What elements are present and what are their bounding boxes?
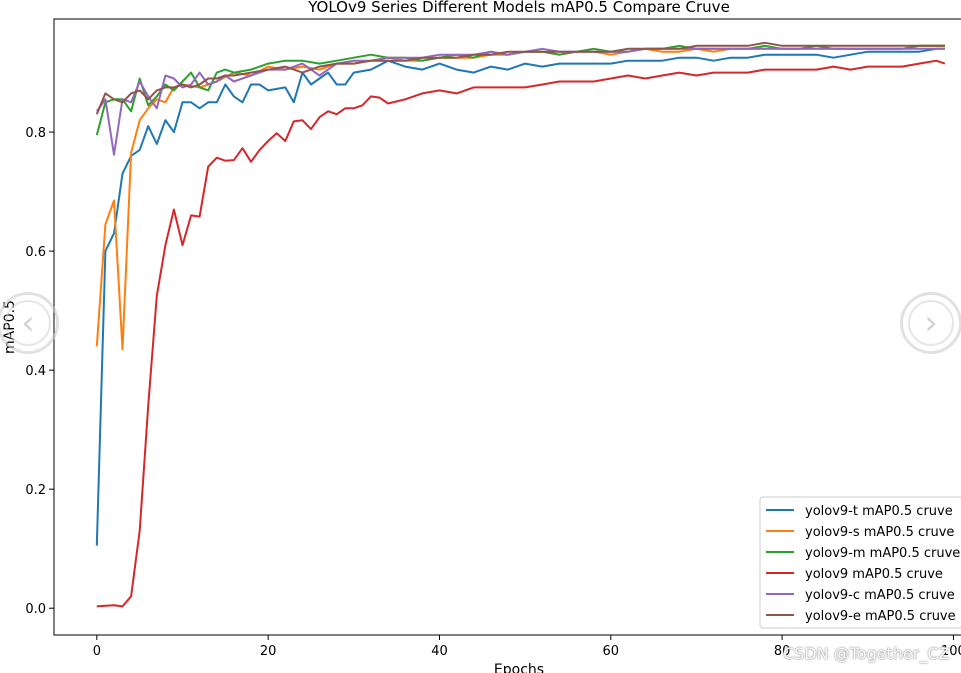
x-axis-label: Epochs xyxy=(494,662,544,673)
series-line-2 xyxy=(95,44,945,136)
legend-label: yolov9-e mAP0.5 cruve xyxy=(805,609,956,624)
legend-label: yolov9-m mAP0.5 cruve xyxy=(805,546,960,561)
y-tick-label: 0.0 xyxy=(25,602,46,617)
x-tick-label: 100 xyxy=(941,644,961,659)
axes: 0 20 40 60 80 100 0.0 0.2 0.4 0.6 0.8 xyxy=(25,126,961,659)
y-tick-label: 0.8 xyxy=(25,126,46,141)
chart-title: YOLOv9 Series Different Models mAP0.5 Co… xyxy=(307,0,730,16)
chevron-left-icon: ‹ xyxy=(21,303,35,343)
series-line-0 xyxy=(95,47,945,546)
x-tick-label: 80 xyxy=(774,644,791,659)
x-tick-label: 60 xyxy=(603,644,620,659)
prev-image-button[interactable]: ‹ xyxy=(0,292,59,354)
legend-box xyxy=(759,496,961,629)
series-line-1 xyxy=(95,44,945,351)
x-tick-label: 40 xyxy=(431,644,448,659)
x-tick-label: 20 xyxy=(260,644,277,659)
chevron-right-icon: › xyxy=(924,303,938,343)
x-tick-label: 0 xyxy=(93,644,101,659)
series-line-5 xyxy=(95,41,945,115)
y-tick-label: 0.2 xyxy=(25,483,46,498)
legend-label: yolov9 mAP0.5 cruve xyxy=(805,567,943,582)
next-image-button[interactable]: › xyxy=(900,292,961,354)
y-tick-label: 0.6 xyxy=(25,245,46,260)
series-line-3 xyxy=(96,59,946,608)
legend-label: yolov9-s mAP0.5 cruve xyxy=(805,525,954,540)
y-tick-label: 0.4 xyxy=(25,364,46,379)
plot-area xyxy=(95,41,946,608)
legend-label: yolov9-t mAP0.5 cruve xyxy=(805,504,953,519)
legend: yolov9-t mAP0.5 cruve yolov9-s mAP0.5 cru… xyxy=(759,496,961,629)
legend-label: yolov9-c mAP0.5 cruve xyxy=(805,588,955,603)
watermark: CSDN @Together_CZ xyxy=(783,644,950,663)
